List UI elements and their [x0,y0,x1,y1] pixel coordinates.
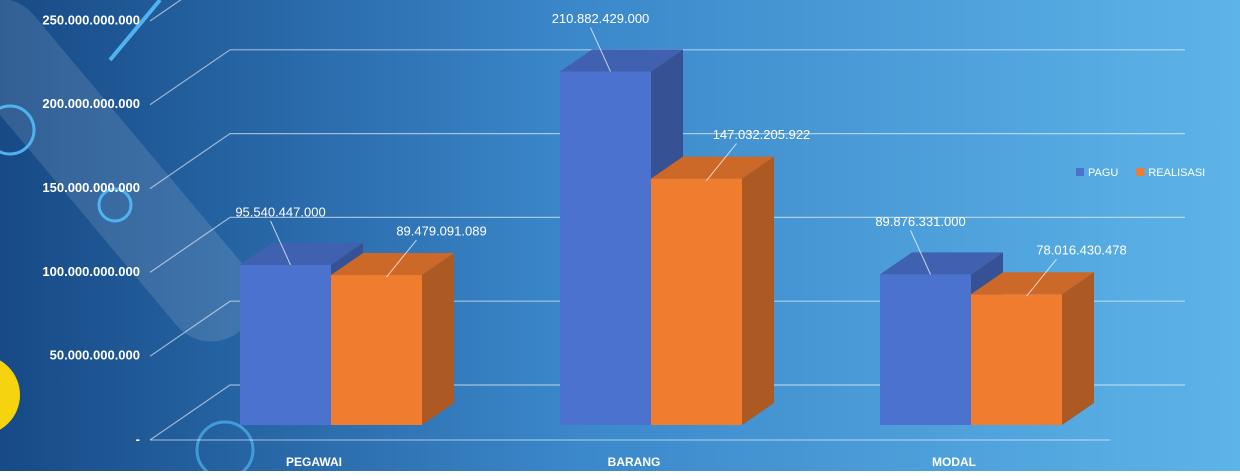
data-label: 147.032.205.922 [713,127,811,142]
decor-circle [195,420,255,476]
leader-line [1026,258,1057,297]
grid-line [149,49,1185,106]
x-tick-label: MODAL [932,455,976,469]
legend-swatch [1136,168,1145,176]
bar-front [240,264,331,425]
leader-line [386,239,417,278]
decor-circle [0,104,36,156]
x-tick-label: PEGAWAI [286,455,342,469]
bar-top [880,252,1003,275]
y-tick-label: 100.000.000.000 [42,264,140,279]
bar-front [651,178,742,425]
bar-top [560,49,683,72]
bar-side [422,253,454,425]
x-tick-label: BARANG [608,455,661,469]
decor-circle [97,187,133,223]
data-label: 89.876.331.000 [875,214,965,229]
bar-front [971,294,1062,425]
decor-dot [0,360,20,430]
legend-label: REALISASI [1148,167,1205,179]
grid-line [149,0,182,22]
decor-line [108,0,162,62]
y-tick-label: - [136,431,140,446]
leader-line [590,27,611,72]
leader-line [910,230,931,275]
legend-label: PAGU [1088,167,1118,179]
bar [971,272,1094,425]
leader-line [270,220,291,266]
bar-top [971,272,1094,295]
decor-stripe [0,0,257,342]
grid-line [149,300,1185,357]
y-tick-label: 150.000.000.000 [42,180,140,195]
leader-line [706,143,737,181]
bar [331,253,454,425]
bar-front [331,275,422,425]
y-tick-label: 200.000.000.000 [42,96,140,111]
grid-line [149,216,1185,273]
data-label: 89.479.091.089 [396,223,486,238]
y-tick-label: 250.000.000.000 [42,12,140,27]
bar [651,156,774,425]
bar-side [742,156,774,425]
grid-line [149,384,1185,441]
bar-front [560,71,651,426]
bar-top [651,156,774,179]
bar-side [1062,272,1094,425]
grid-line [149,133,1185,190]
bar-top [240,242,363,265]
legend-swatch [1076,168,1084,176]
data-label: 210.882.429.000 [552,11,650,26]
data-label: 95.540.447.000 [235,204,325,219]
bar-top [331,253,454,276]
y-tick-label: 50.000.000.000 [50,348,140,363]
bar-front [880,274,971,425]
data-label: 78.016.430.478 [1036,243,1126,258]
